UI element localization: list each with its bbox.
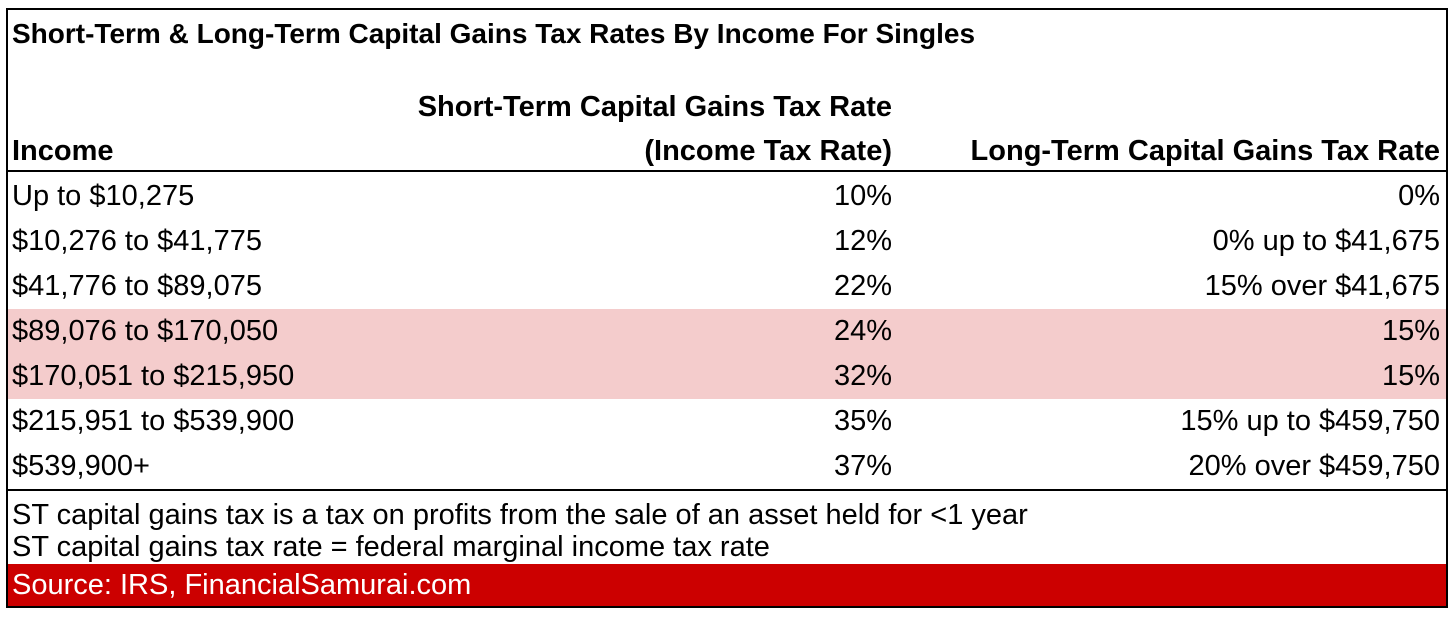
table-row: $41,776 to $89,075 22% 15% over $41,675 <box>8 264 1446 309</box>
income-cell: $89,076 to $170,050 <box>12 315 279 347</box>
header-short-term-line2: (Income Tax Rate) <box>644 135 892 167</box>
table-row: $170,051 to $215,950 32% 15% <box>8 354 1446 399</box>
income-cell: $215,951 to $539,900 <box>12 405 295 437</box>
table-row: $89,076 to $170,050 24% 15% <box>8 309 1446 354</box>
long-term-rate-cell: 0% up to $41,675 <box>1212 225 1440 257</box>
short-term-rate-cell: 32% <box>833 360 892 392</box>
table-title: Short-Term & Long-Term Capital Gains Tax… <box>12 18 976 49</box>
long-term-rate-cell: 15% up to $459,750 <box>1180 405 1440 437</box>
income-cell: Up to $10,275 <box>12 180 195 212</box>
note-row: ST capital gains tax rate = federal marg… <box>8 523 1446 570</box>
title-row: Short-Term & Long-Term Capital Gains Tax… <box>8 10 1446 58</box>
source-text: Source: IRS, FinancialSamurai.com <box>12 569 472 601</box>
table-row: $215,951 to $539,900 35% 15% up to $459,… <box>8 399 1446 444</box>
header-income: Income <box>12 135 114 167</box>
table-row: Up to $10,275 10% 0% <box>8 174 1446 219</box>
long-term-rate-cell: 15% <box>1381 315 1440 347</box>
note-row: ST capital gains tax is a tax on profits… <box>8 489 1446 536</box>
long-term-rate-cell: 15% over $41,675 <box>1204 270 1440 302</box>
short-term-rate-cell: 35% <box>833 405 892 437</box>
header-row: Income Short-Term Capital Gains Tax Rate… <box>8 58 1446 172</box>
table-row: $10,276 to $41,775 12% 0% up to $41,675 <box>8 219 1446 264</box>
note-text: ST capital gains tax is a tax on profits… <box>12 499 1028 531</box>
long-term-rate-cell: 0% <box>1398 180 1440 212</box>
header-long-term: Long-Term Capital Gains Tax Rate <box>970 135 1440 167</box>
short-term-rate-cell: 24% <box>833 315 892 347</box>
capital-gains-table: Short-Term & Long-Term Capital Gains Tax… <box>6 8 1448 608</box>
income-cell: $10,276 to $41,775 <box>12 225 262 257</box>
source-bar: Source: IRS, FinancialSamurai.com <box>8 564 1446 606</box>
long-term-rate-cell: 20% over $459,750 <box>1188 450 1440 482</box>
short-term-rate-cell: 22% <box>833 270 892 302</box>
income-cell: $170,051 to $215,950 <box>12 360 295 392</box>
income-cell: $41,776 to $89,075 <box>12 270 262 302</box>
short-term-rate-cell: 12% <box>833 225 892 257</box>
income-cell: $539,900+ <box>12 450 150 482</box>
short-term-rate-cell: 10% <box>833 180 892 212</box>
short-term-rate-cell: 37% <box>833 450 892 482</box>
long-term-rate-cell: 15% <box>1381 360 1440 392</box>
note-text: ST capital gains tax rate = federal marg… <box>12 531 770 563</box>
header-short-term-line1: Short-Term Capital Gains Tax Rate <box>417 91 892 123</box>
table-row: $539,900+ 37% 20% over $459,750 <box>8 444 1446 489</box>
